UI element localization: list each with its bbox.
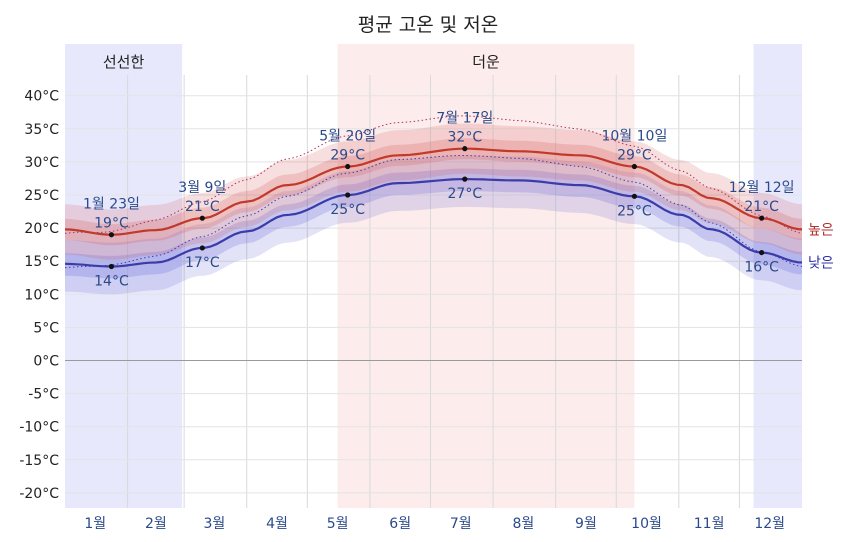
annotation-high: 32°C — [448, 130, 483, 146]
y-tick-label: 5°C — [33, 320, 59, 336]
annotation-date: 7월 17일 — [436, 111, 493, 127]
y-tick-label: -20°C — [19, 486, 59, 502]
season-band — [337, 44, 635, 508]
annotation-low: 17°C — [185, 255, 220, 271]
annotation-low: 25°C — [330, 202, 365, 218]
x-month-label: 5월 — [327, 516, 349, 532]
y-tick-label: 40°C — [24, 89, 59, 105]
y-tick-label: 20°C — [24, 221, 59, 237]
high-point — [108, 232, 115, 238]
legend-low-label: 낮은 — [808, 256, 834, 272]
x-month-label: 8월 — [512, 516, 534, 532]
x-month-label: 3월 — [204, 516, 226, 532]
annotation-date: 10월 10일 — [601, 129, 667, 145]
season-band — [753, 44, 802, 508]
low-record-line — [64, 155, 803, 269]
chart-title: 평균 고온 및 저온 — [358, 14, 498, 36]
x-month-label: 11월 — [694, 516, 725, 532]
high-point — [462, 146, 468, 152]
y-tick-label: 30°C — [24, 155, 59, 171]
annotation-date: 3월 9일 — [178, 180, 226, 196]
y-tick-label: 35°C — [24, 122, 59, 138]
series-lines — [64, 115, 803, 269]
annotation-date: 5월 20일 — [319, 129, 376, 145]
x-month-label: 1월 — [84, 516, 106, 532]
axis-labels: 40°C 35°C 30°C 25°C 20°C 15°C 10°C 5°C 0°C -5°C -1… — [19, 89, 785, 532]
x-month-label: 9월 — [575, 516, 597, 532]
low-band-inner — [65, 168, 802, 279]
high-record-line — [64, 115, 803, 234]
x-month-label: 2월 — [145, 516, 167, 532]
series-line-low — [64, 177, 803, 268]
annotation-low: 14°C — [94, 273, 129, 289]
y-tick-label: 25°C — [24, 188, 59, 204]
annotation-date: 1월 23일 — [83, 197, 140, 213]
low-band-outer — [65, 155, 802, 295]
y-tick-label: -15°C — [19, 453, 59, 469]
annotation-low: 25°C — [617, 203, 652, 219]
x-month-label: 12월 — [754, 516, 785, 532]
season-band — [65, 44, 183, 508]
annotation-high: 21°C — [185, 199, 220, 215]
y-tick-label: 0°C — [33, 354, 59, 370]
high-point — [199, 215, 205, 221]
annotation-low: 16°C — [744, 260, 779, 276]
annotation-high: 29°C — [330, 148, 365, 164]
x-month-label: 4월 — [266, 516, 288, 532]
legend-high-label: 높은 — [808, 222, 834, 238]
low-point — [759, 249, 765, 256]
season-label: 더운 — [472, 53, 500, 71]
low-point — [345, 192, 351, 198]
x-month-label: 10월 — [631, 516, 662, 532]
low-point — [462, 176, 468, 182]
annotation-date: 12월 12일 — [729, 180, 795, 196]
high-point — [759, 215, 765, 221]
season-label: 선선한 — [103, 53, 145, 71]
x-month-label: 6월 — [389, 516, 411, 532]
low-point — [631, 193, 638, 199]
high-point — [631, 163, 638, 170]
annotation-high: 21°C — [744, 199, 779, 215]
grid-lines — [65, 75, 802, 508]
y-tick-label: 10°C — [24, 287, 59, 303]
y-tick-label: 15°C — [24, 254, 59, 270]
season-bands: 선선한 더운 — [65, 44, 802, 508]
high-point — [345, 163, 351, 170]
x-month-label: 7월 — [450, 516, 472, 532]
y-tick-label: -5°C — [28, 387, 59, 403]
y-tick-label: -10°C — [19, 420, 59, 436]
annotation-high: 29°C — [617, 148, 652, 164]
annotation-high: 19°C — [94, 216, 129, 232]
annotations: 1월 23일 19°C 14°C 3월 9일 21°C 17°C 5월 20일 29°C 25°… — [83, 111, 795, 290]
low-point — [199, 245, 205, 251]
annotation-low: 27°C — [448, 186, 483, 202]
low-point — [108, 263, 115, 270]
high-band-outer — [65, 123, 802, 260]
series-line-high — [64, 147, 803, 236]
